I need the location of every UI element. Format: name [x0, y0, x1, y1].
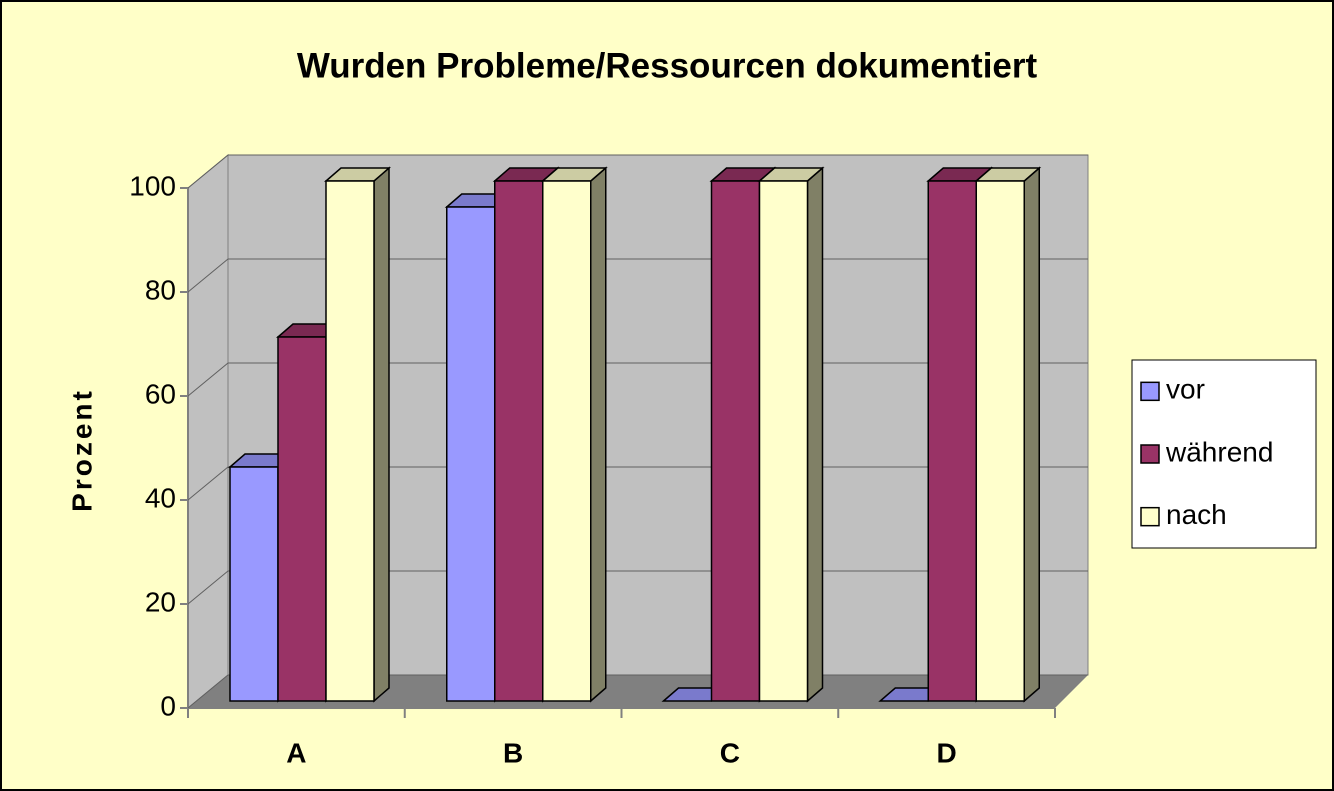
bar-front [758, 180, 809, 702]
floor [188, 675, 1088, 708]
legend-label: während [1165, 436, 1273, 467]
y-tick-label: 40 [145, 482, 176, 513]
bar-side [373, 166, 390, 703]
legend-swatch [1140, 444, 1160, 464]
legend-label: nach [1166, 499, 1227, 530]
bar-front [494, 180, 544, 702]
x-tick-label: A [286, 737, 306, 768]
bar-front [975, 180, 1025, 702]
grid-line [187, 154, 1088, 189]
bar [974, 166, 1042, 703]
legend-swatch [1140, 506, 1160, 527]
bar-front [229, 466, 279, 702]
bar-front [542, 180, 592, 702]
bar [757, 166, 825, 703]
bar [323, 166, 392, 703]
legend-swatch [1140, 381, 1160, 402]
bar [540, 166, 608, 703]
x-tick-label: D [937, 737, 957, 768]
bar-side [806, 166, 824, 703]
legend [1131, 359, 1317, 549]
side-wall [187, 153, 229, 710]
y-tick-label: 80 [145, 274, 176, 305]
y-tick-label: 100 [129, 170, 176, 201]
bar-front [446, 206, 496, 702]
bar-front [277, 336, 327, 702]
x-tick-label: C [720, 737, 740, 768]
x-tick-label: B [503, 737, 523, 768]
y-axis-label: Prozent [66, 388, 97, 512]
y-tick-label: 0 [160, 690, 176, 721]
legend-label: vor [1166, 374, 1205, 405]
bar-side [590, 166, 607, 703]
bar-front [325, 180, 375, 702]
y-tick-label: 60 [145, 378, 176, 409]
bar-front [710, 180, 761, 702]
y-tick-label: 20 [145, 586, 176, 617]
bar-side [1023, 166, 1040, 703]
chart-title: Wurden Probleme/Ressourcen dokumentiert [297, 46, 1038, 85]
bar-front [927, 180, 977, 702]
